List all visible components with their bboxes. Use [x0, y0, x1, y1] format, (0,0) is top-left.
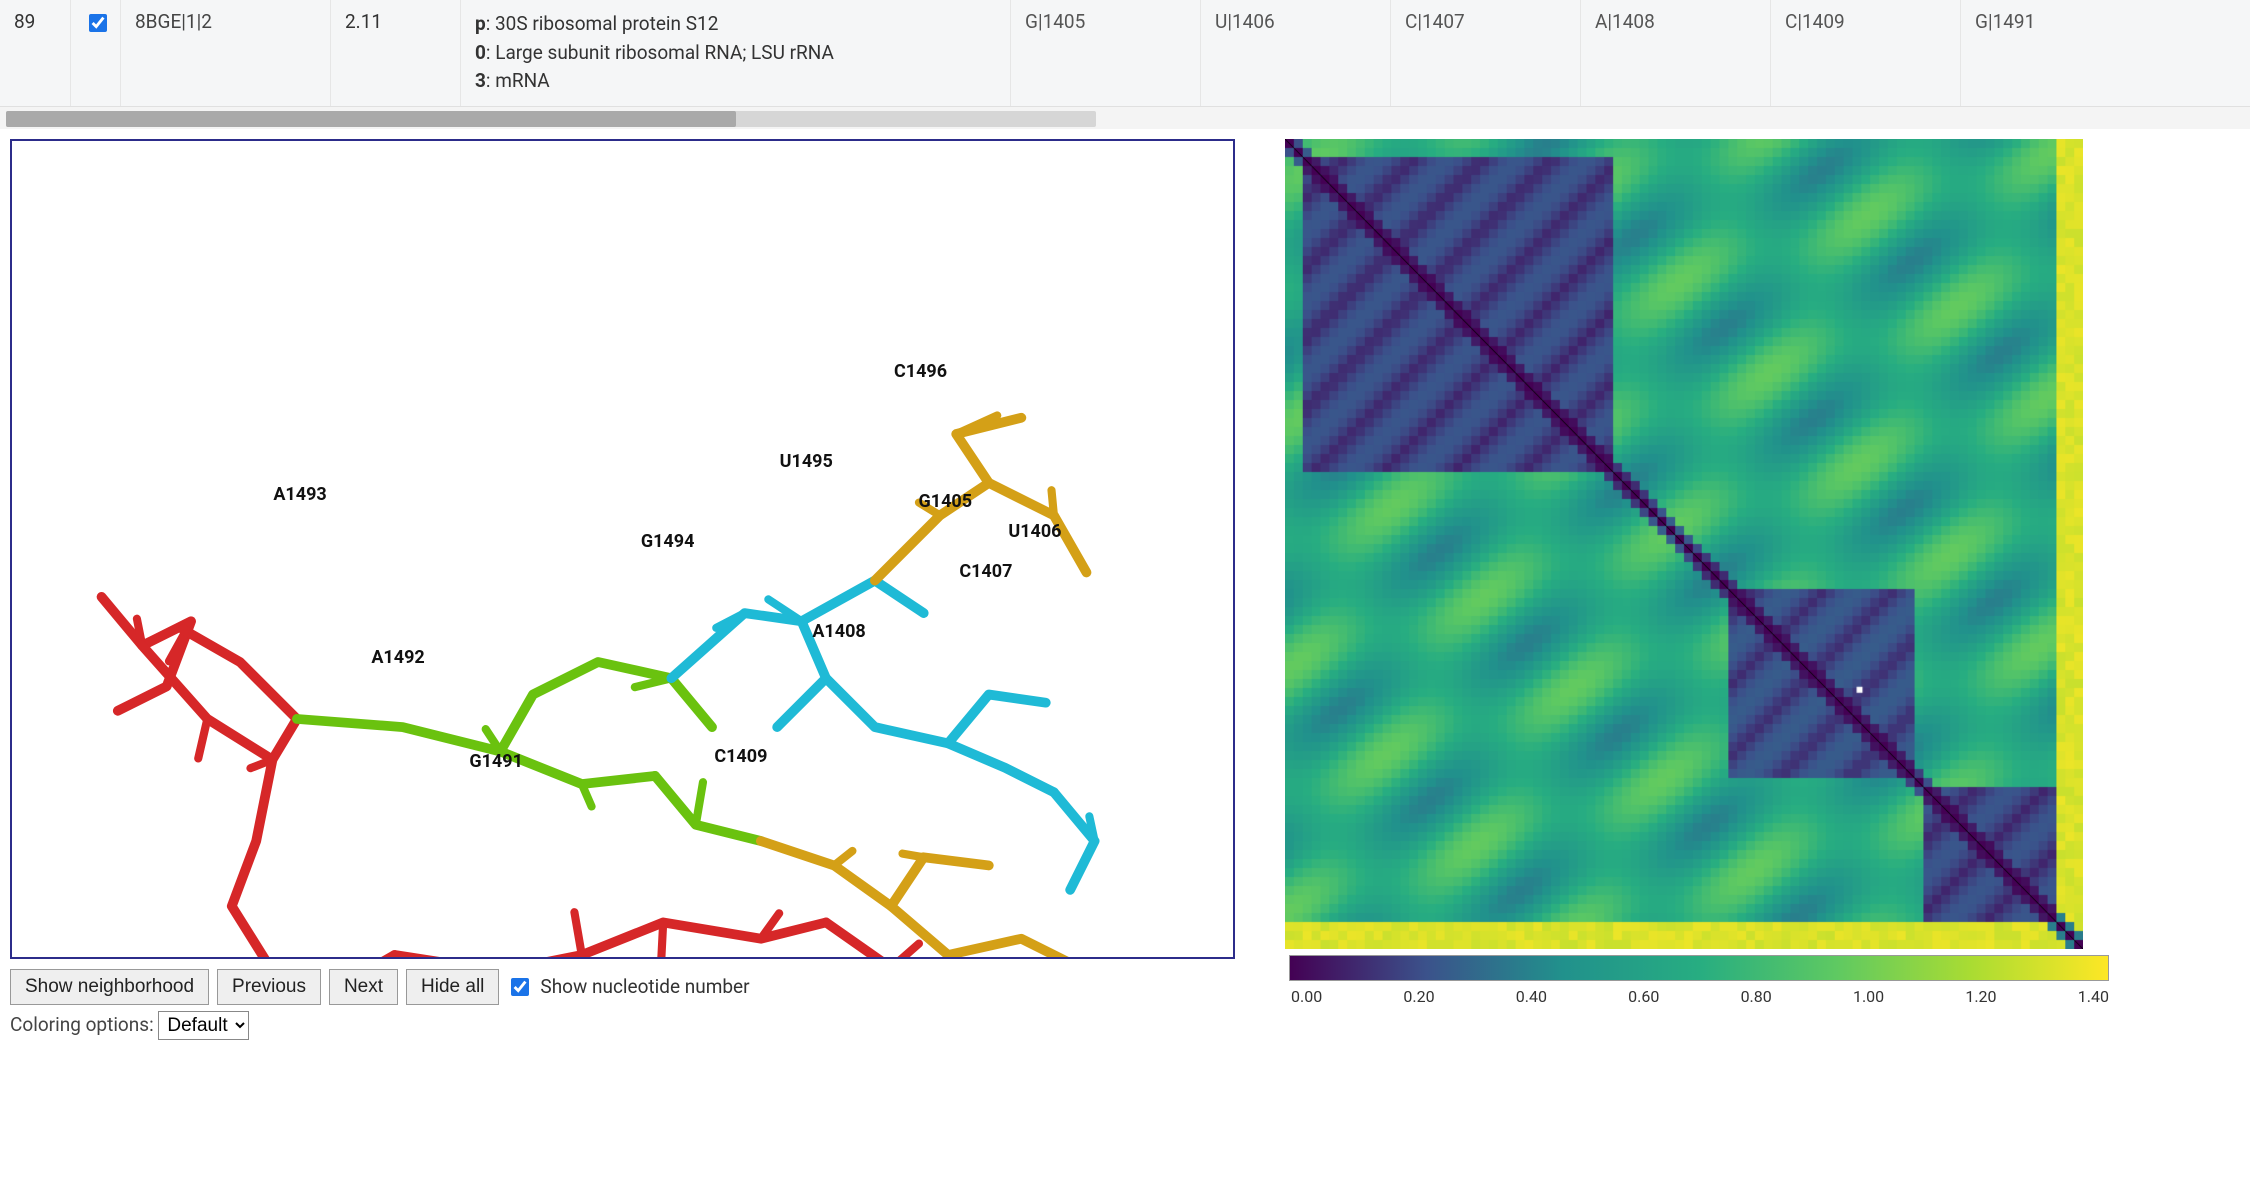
hscroll-area: [0, 107, 2250, 129]
colorbar-tick: 0.20: [1403, 987, 1434, 1006]
nt-2: U|1406: [1200, 0, 1390, 106]
next-button[interactable]: Next: [329, 969, 398, 1005]
colorbar-tick: 0.60: [1628, 987, 1659, 1006]
colorbar-tick: 1.40: [2078, 987, 2109, 1006]
hscroll-thumb[interactable]: [6, 111, 736, 127]
row-checkbox[interactable]: [89, 14, 107, 32]
colorbar-tick: 1.00: [1853, 987, 1884, 1006]
data-row: 89 8BGE|1|2 2.11 p: 30S ribosomal protei…: [0, 0, 2250, 107]
structure-viewer[interactable]: C1496U1495G1405G1494U1406C1407A1493A1408…: [10, 139, 1235, 959]
nt-5: C|1409: [1770, 0, 1960, 106]
previous-button[interactable]: Previous: [217, 969, 321, 1005]
show-nt-number-checkbox[interactable]: [511, 978, 529, 996]
coloring-select[interactable]: Default: [158, 1011, 249, 1040]
hscroll-track[interactable]: [6, 111, 1096, 127]
desc-line: 0: Large subunit ribosomal RNA; LSU rRNA: [475, 39, 996, 68]
panels: C1496U1495G1405G1494U1406C1407A1493A1408…: [0, 129, 2250, 1040]
resolution: 2.11: [330, 0, 460, 106]
desc-line: p: 30S ribosomal protein S12: [475, 10, 996, 39]
colorbar: [1289, 955, 2109, 981]
desc-line: 3: mRNA: [475, 67, 996, 96]
coloring-label: Coloring options:: [10, 1013, 154, 1036]
coloring-row: Coloring options: Default: [10, 1011, 1235, 1040]
colorbar-tick: 0.80: [1741, 987, 1772, 1006]
show-neighborhood-button[interactable]: Show neighborhood: [10, 969, 209, 1005]
colorbar-tick: 0.00: [1291, 987, 1322, 1006]
colorbar-ticks: 0.00 0.20 0.40 0.60 0.80 1.00 1.20 1.40: [1285, 987, 2115, 1006]
heatmap[interactable]: [1285, 139, 2115, 949]
hide-all-button[interactable]: Hide all: [406, 969, 499, 1005]
viewer-panel: C1496U1495G1405G1494U1406C1407A1493A1408…: [10, 139, 1235, 1040]
colorbar-tick: 0.40: [1516, 987, 1547, 1006]
description: p: 30S ribosomal protein S120: Large sub…: [460, 0, 1010, 106]
pdb-id[interactable]: 8BGE|1|2: [120, 0, 330, 106]
row-check-cell: [70, 0, 120, 106]
nt-4: A|1408: [1580, 0, 1770, 106]
nt-1: G|1405: [1010, 0, 1200, 106]
nt-3: C|1407: [1390, 0, 1580, 106]
colorbar-tick: 1.20: [1965, 987, 1996, 1006]
row-id: 89: [0, 0, 70, 106]
nt-6: G|1491: [1960, 0, 2150, 106]
viewer-controls: Show neighborhood Previous Next Hide all…: [10, 969, 1235, 1005]
show-nt-number-label: Show nucleotide number: [540, 975, 749, 998]
heatmap-panel: 0.00 0.20 0.40 0.60 0.80 1.00 1.20 1.40: [1285, 139, 2145, 1040]
